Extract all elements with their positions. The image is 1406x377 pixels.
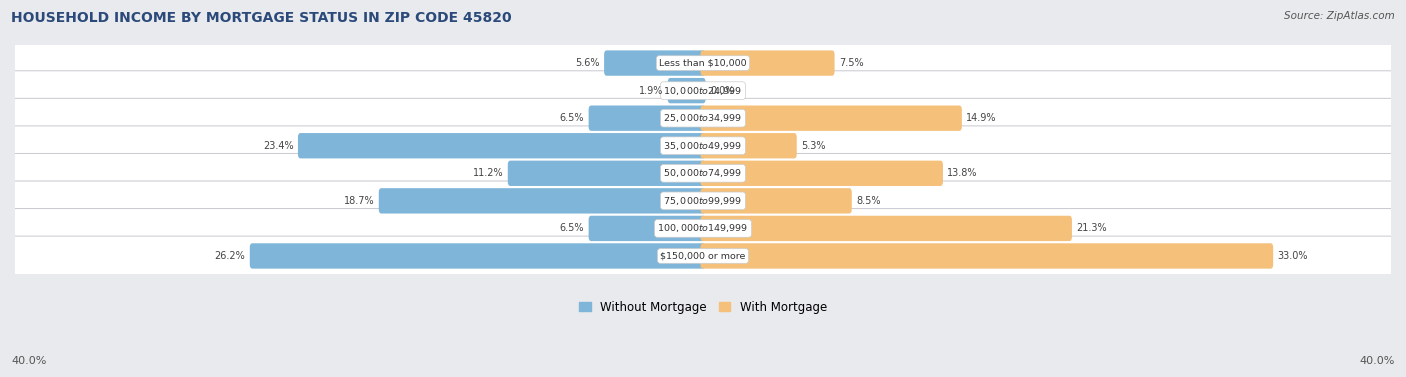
FancyBboxPatch shape bbox=[1, 208, 1405, 248]
FancyBboxPatch shape bbox=[589, 216, 706, 241]
Text: 5.3%: 5.3% bbox=[801, 141, 825, 151]
Text: $35,000 to $49,999: $35,000 to $49,999 bbox=[664, 140, 742, 152]
Text: 6.5%: 6.5% bbox=[560, 113, 585, 123]
FancyBboxPatch shape bbox=[378, 188, 706, 213]
FancyBboxPatch shape bbox=[250, 243, 706, 269]
Text: 40.0%: 40.0% bbox=[1360, 356, 1395, 366]
FancyBboxPatch shape bbox=[1, 126, 1405, 166]
Text: 1.9%: 1.9% bbox=[640, 86, 664, 96]
FancyBboxPatch shape bbox=[700, 243, 1274, 269]
Text: 21.3%: 21.3% bbox=[1076, 224, 1107, 233]
FancyBboxPatch shape bbox=[700, 161, 943, 186]
Text: $25,000 to $34,999: $25,000 to $34,999 bbox=[664, 112, 742, 124]
Text: $50,000 to $74,999: $50,000 to $74,999 bbox=[664, 167, 742, 179]
Text: 23.4%: 23.4% bbox=[263, 141, 294, 151]
FancyBboxPatch shape bbox=[508, 161, 706, 186]
Text: 18.7%: 18.7% bbox=[344, 196, 374, 206]
Text: 40.0%: 40.0% bbox=[11, 356, 46, 366]
FancyBboxPatch shape bbox=[668, 78, 706, 103]
Text: 0.0%: 0.0% bbox=[710, 86, 734, 96]
Text: HOUSEHOLD INCOME BY MORTGAGE STATUS IN ZIP CODE 45820: HOUSEHOLD INCOME BY MORTGAGE STATUS IN Z… bbox=[11, 11, 512, 25]
Text: 13.8%: 13.8% bbox=[948, 168, 977, 178]
FancyBboxPatch shape bbox=[1, 153, 1405, 193]
Text: $10,000 to $24,999: $10,000 to $24,999 bbox=[664, 84, 742, 97]
Text: 26.2%: 26.2% bbox=[215, 251, 246, 261]
FancyBboxPatch shape bbox=[605, 51, 706, 76]
FancyBboxPatch shape bbox=[700, 216, 1071, 241]
FancyBboxPatch shape bbox=[700, 133, 797, 158]
FancyBboxPatch shape bbox=[1, 181, 1405, 221]
Text: Less than $10,000: Less than $10,000 bbox=[659, 58, 747, 67]
Text: $100,000 to $149,999: $100,000 to $149,999 bbox=[658, 222, 748, 234]
FancyBboxPatch shape bbox=[1, 43, 1405, 83]
Legend: Without Mortgage, With Mortgage: Without Mortgage, With Mortgage bbox=[574, 296, 832, 318]
FancyBboxPatch shape bbox=[589, 106, 706, 131]
FancyBboxPatch shape bbox=[700, 106, 962, 131]
Text: $75,000 to $99,999: $75,000 to $99,999 bbox=[664, 195, 742, 207]
Text: 33.0%: 33.0% bbox=[1278, 251, 1308, 261]
FancyBboxPatch shape bbox=[700, 188, 852, 213]
Text: 5.6%: 5.6% bbox=[575, 58, 600, 68]
Text: $150,000 or more: $150,000 or more bbox=[661, 251, 745, 261]
FancyBboxPatch shape bbox=[700, 51, 835, 76]
Text: 14.9%: 14.9% bbox=[966, 113, 997, 123]
FancyBboxPatch shape bbox=[1, 71, 1405, 110]
Text: 7.5%: 7.5% bbox=[839, 58, 863, 68]
FancyBboxPatch shape bbox=[1, 236, 1405, 276]
FancyBboxPatch shape bbox=[1, 98, 1405, 138]
FancyBboxPatch shape bbox=[298, 133, 706, 158]
Text: 6.5%: 6.5% bbox=[560, 224, 585, 233]
Text: 8.5%: 8.5% bbox=[856, 196, 880, 206]
Text: Source: ZipAtlas.com: Source: ZipAtlas.com bbox=[1284, 11, 1395, 21]
Text: 11.2%: 11.2% bbox=[472, 168, 503, 178]
